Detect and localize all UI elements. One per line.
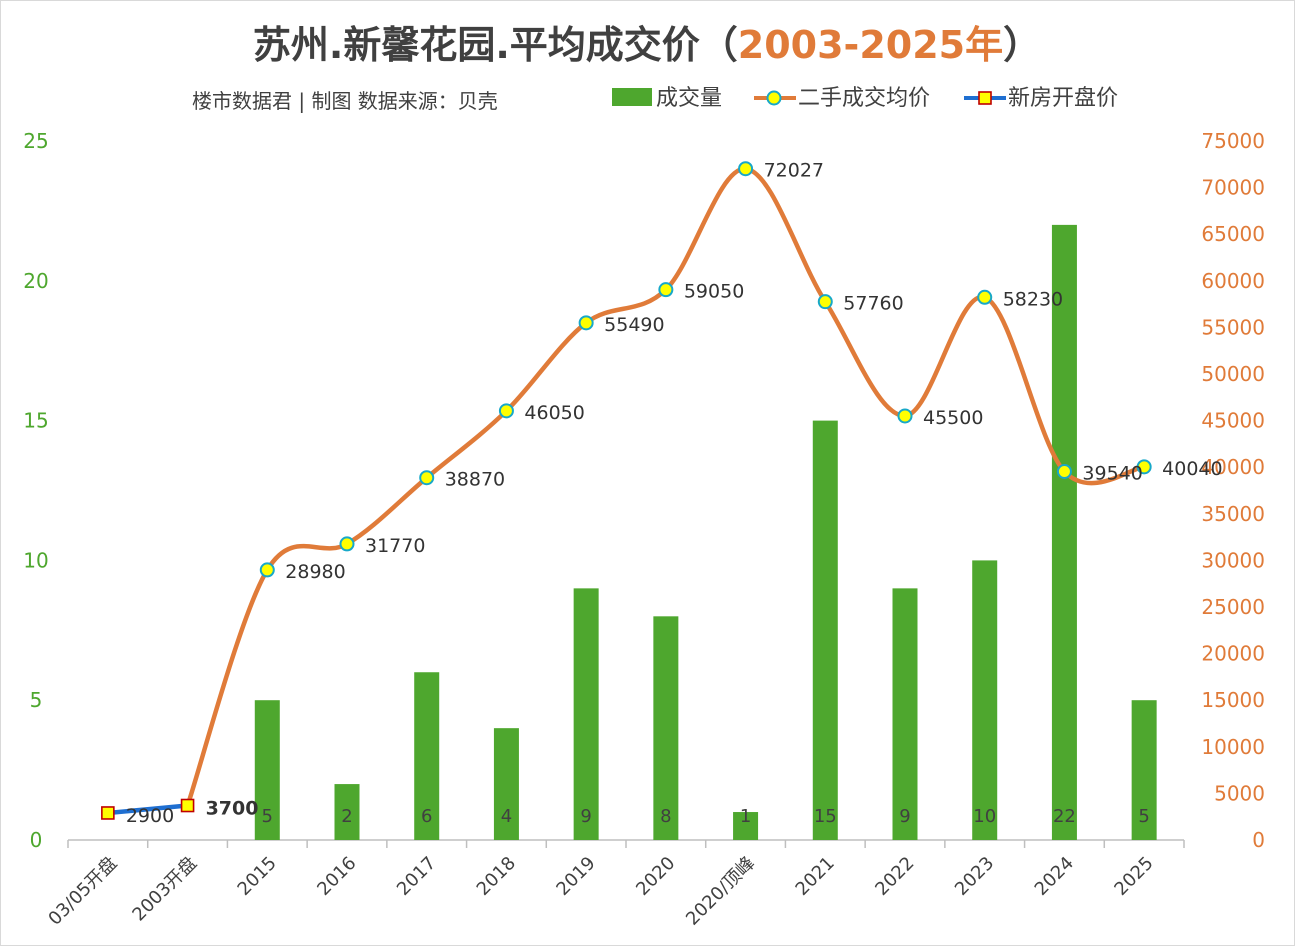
bar — [653, 616, 679, 840]
resale-price-point — [578, 315, 594, 331]
bar — [334, 784, 360, 840]
bar-value-label: 6 — [421, 806, 432, 827]
bar-value-label: 8 — [660, 806, 671, 827]
bar-value-label: 5 — [1138, 806, 1149, 827]
left-tick-label: 10 — [23, 548, 48, 572]
resale-price-point — [897, 408, 913, 424]
right-tick-label: 5000 — [1214, 781, 1265, 805]
resale-price-point — [498, 403, 514, 419]
resale-price-label: 38870 — [445, 469, 505, 491]
bar-series — [254, 224, 1157, 840]
resale-price-point — [339, 536, 355, 552]
resale-price-point — [977, 289, 993, 305]
newhome-price-point — [180, 798, 195, 813]
legend-swatch-volume — [612, 88, 652, 106]
right-tick-label: 40000 — [1201, 455, 1265, 479]
bar-value-label: 15 — [814, 806, 837, 827]
bar — [1051, 224, 1077, 840]
resale-price-label: 40040 — [1162, 458, 1222, 480]
chart-subtitle: 楼市数据君 | 制图 数据来源：贝壳 — [192, 89, 498, 113]
chart-legend: 成交量 二手成交均价 新房开盘价 — [612, 86, 1118, 111]
right-tick-label: 10000 — [1201, 735, 1265, 759]
bar — [733, 812, 759, 840]
resale-price-point — [738, 161, 754, 177]
resale-price-label: 58230 — [1003, 288, 1063, 310]
right-tick-label: 35000 — [1201, 502, 1265, 526]
bar-value-label: 4 — [501, 806, 512, 827]
right-tick-label: 30000 — [1201, 548, 1265, 572]
legend-label-volume: 成交量 — [656, 86, 722, 111]
bar — [493, 728, 519, 840]
bar — [573, 588, 599, 840]
resale-price-label: 72027 — [764, 160, 824, 182]
chart-title-main: 苏州.新馨花园.平均成交价（ — [253, 23, 738, 67]
right-tick-label: 70000 — [1201, 176, 1265, 200]
line-series — [101, 161, 1152, 820]
bar — [414, 672, 440, 840]
left-tick-label: 25 — [23, 129, 48, 153]
resale-price-label: 31770 — [365, 535, 425, 557]
chart-title: 苏州.新馨花园.平均成交价（2003-2025年） — [253, 23, 1041, 67]
resale-price-point — [1056, 463, 1072, 479]
legend-marker-resale — [766, 90, 782, 106]
bar-value-label: 9 — [899, 806, 910, 827]
chart-title-years: 2003-2025年 — [738, 23, 1003, 67]
bar-value-label: 22 — [1053, 806, 1076, 827]
right-tick-label: 60000 — [1201, 269, 1265, 293]
legend-label-resale: 二手成交均价 — [798, 86, 930, 111]
chart-title-close: ） — [1003, 23, 1041, 67]
right-tick-label: 0 — [1252, 828, 1265, 852]
resale-price-label: 46050 — [524, 402, 584, 424]
left-tick-label: 20 — [23, 269, 48, 293]
bar — [812, 420, 838, 840]
right-tick-label: 15000 — [1201, 688, 1265, 712]
resale-price-point — [419, 470, 435, 486]
data-labels: 5 2 6 4 9 8 1 15 9 10 22 5 28980 31770 38870 46050 55490… — [126, 160, 1223, 827]
right-tick-label: 50000 — [1201, 362, 1265, 386]
left-tick-label: 5 — [30, 688, 43, 712]
resale-price-label: 39540 — [1082, 462, 1142, 484]
legend-marker-newhome — [978, 91, 992, 105]
resale-price-point — [259, 562, 275, 578]
legend-label-newhome: 新房开盘价 — [1008, 86, 1118, 111]
right-tick-label: 45000 — [1201, 409, 1265, 433]
right-tick-label: 55000 — [1201, 315, 1265, 339]
right-tick-label: 65000 — [1201, 222, 1265, 246]
bar — [254, 700, 280, 840]
right-tick-label: 20000 — [1201, 642, 1265, 666]
newhome-price-label: 2900 — [126, 805, 174, 827]
right-tick-label: 75000 — [1201, 129, 1265, 153]
bar-value-label: 1 — [740, 806, 751, 827]
left-tick-label: 0 — [30, 828, 43, 852]
right-tick-label: 25000 — [1201, 595, 1265, 619]
bar — [972, 560, 998, 840]
resale-price-label: 55490 — [604, 314, 664, 336]
left-tick-label: 15 — [23, 409, 48, 433]
resale-price-label: 57760 — [843, 293, 903, 315]
resale-price-label: 59050 — [684, 281, 744, 303]
bar — [892, 588, 918, 840]
bar-value-label: 2 — [341, 806, 352, 827]
newhome-price-label: 3700 — [206, 798, 259, 820]
resale-price-label: 28980 — [285, 561, 345, 583]
newhome-price-point — [101, 806, 115, 820]
resale-price-point — [658, 282, 674, 298]
resale-price-point — [1136, 459, 1152, 475]
bar — [1131, 700, 1157, 840]
bar-value-label: 9 — [580, 806, 591, 827]
bar-value-label: 5 — [262, 806, 273, 827]
resale-price-point — [817, 294, 833, 310]
bar-value-label: 10 — [973, 806, 996, 827]
resale-price-label: 45500 — [923, 407, 983, 429]
